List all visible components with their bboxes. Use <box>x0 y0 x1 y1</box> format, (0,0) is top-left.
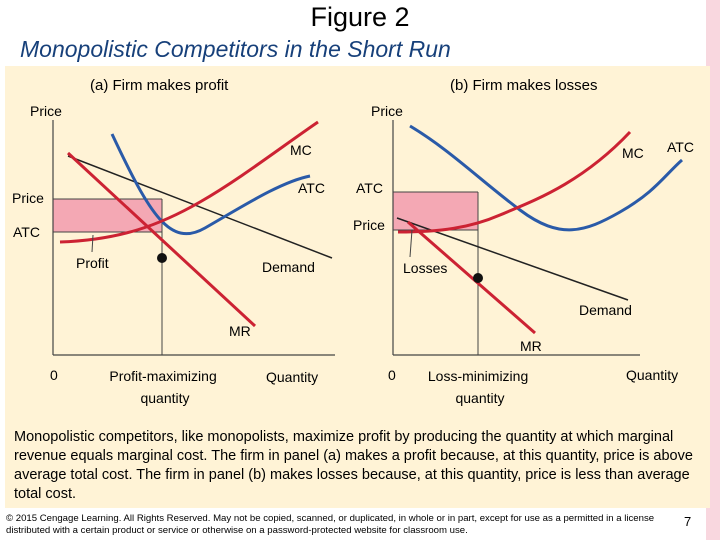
y-axis-label-b: Price <box>371 103 403 119</box>
atc-label-b: ATC <box>667 139 694 155</box>
origin-label-b: 0 <box>388 367 396 383</box>
demand-curve-a <box>67 155 333 259</box>
losses-leader-line <box>409 229 413 258</box>
quantity-label-a-line1: Profit-maximizing <box>109 368 216 384</box>
panel-b-heading: (b) Firm makes losses <box>450 77 598 94</box>
figure-title: Figure 2 <box>310 2 410 32</box>
quantity-label-a: Profit-maximizing quantity <box>109 368 220 406</box>
mc-curve-b <box>397 130 632 234</box>
page-number: 7 <box>684 514 692 529</box>
mr-label-b: MR <box>520 338 542 354</box>
caption-panel <box>5 421 710 508</box>
mr-curve-b <box>407 220 536 335</box>
panel-b: (b) Firm makes losses Price MC ATC ATC P… <box>353 77 694 406</box>
atc-curve-b <box>409 124 683 232</box>
profit-max-point <box>157 253 167 263</box>
quantity-label-b-line2: quantity <box>455 390 504 406</box>
atc-level-label-a: ATC <box>13 224 40 240</box>
quantity-label-b-line1: Loss-minimizing <box>428 368 528 384</box>
origin-label-a: 0 <box>50 367 58 383</box>
atc-level-label-b: ATC <box>356 180 383 196</box>
x-axis-label-a: Quantity <box>266 369 318 385</box>
quantity-label-b: Loss-minimizing quantity <box>428 368 532 406</box>
x-axis-label-b: Quantity <box>626 367 678 383</box>
mc-label-b: MC <box>622 145 644 161</box>
panel-a: (a) Firm makes profit Price MC ATC Price… <box>12 77 335 406</box>
price-label-b: Price <box>353 217 385 233</box>
atc-curve-a <box>110 133 311 235</box>
figure-subtitle: Monopolistic Competitors in the Short Ru… <box>20 36 451 62</box>
demand-label-a: Demand <box>262 259 315 275</box>
y-axis-label-a: Price <box>30 103 62 119</box>
profit-leader-line <box>91 234 94 253</box>
loss-min-point <box>473 273 483 283</box>
profit-label: Profit <box>76 255 109 271</box>
quantity-label-a-line2: quantity <box>140 390 189 406</box>
mc-label-a: MC <box>290 142 312 158</box>
mc-curve-a <box>59 120 319 244</box>
losses-label: Losses <box>403 260 447 276</box>
loss-area <box>393 192 478 230</box>
mr-label-a: MR <box>229 323 251 339</box>
atc-label-a: ATC <box>298 180 325 196</box>
figure-caption: Monopolistic competitors, like monopolis… <box>14 429 693 502</box>
panel-a-heading: (a) Firm makes profit <box>90 77 229 94</box>
diagram-panel <box>5 66 710 421</box>
mr-curve-a <box>66 151 257 328</box>
price-label-a: Price <box>12 190 44 206</box>
copyright-footer: © 2015 Cengage Learning. All Rights Rese… <box>6 513 655 536</box>
demand-label-b: Demand <box>579 302 632 318</box>
